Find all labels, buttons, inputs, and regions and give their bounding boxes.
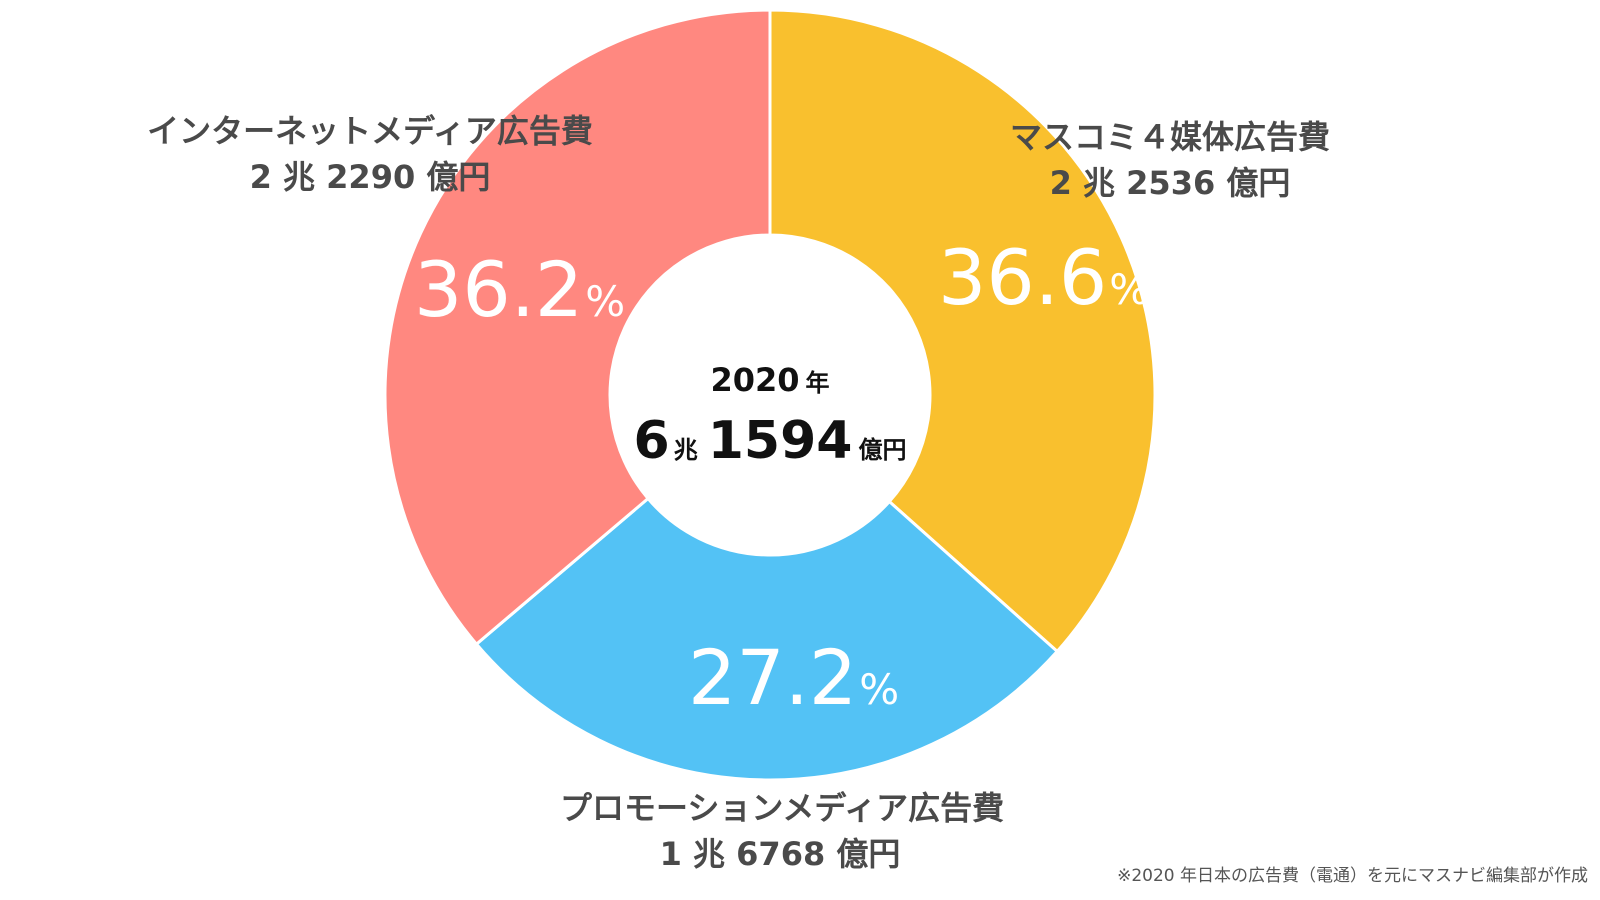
center-year-unit: 年 bbox=[805, 369, 830, 397]
donut-center-total: 2020 年 6 兆 1594 億円 bbox=[620, 360, 920, 482]
center-total-cho-value: 6 bbox=[633, 411, 670, 471]
category-amount: 1 兆 6768 億円 bbox=[659, 835, 901, 873]
center-year-value: 2020 bbox=[710, 361, 800, 399]
percent-value: 36.6 bbox=[938, 233, 1108, 322]
center-total-oku-unit: 億円 bbox=[858, 436, 907, 464]
center-total: 6 兆 1594 億円 bbox=[620, 409, 920, 482]
category-amount: 2 兆 2536 億円 bbox=[1049, 164, 1291, 202]
percent-label-internet-media: 36.2% bbox=[414, 252, 625, 328]
percent-label-promotion-media: 27.2% bbox=[688, 640, 899, 716]
slice-promotion-media bbox=[474, 496, 1060, 782]
category-label-mass-media: マスコミ４媒体広告費 2 兆 2536 億円 bbox=[990, 114, 1350, 206]
slice-mass-media bbox=[768, 8, 1157, 654]
slice-internet-media bbox=[383, 8, 772, 647]
category-name: インターネットメディア広告費 bbox=[147, 112, 593, 150]
percent-unit: % bbox=[585, 277, 626, 326]
center-total-cho-unit: 兆 bbox=[673, 436, 698, 464]
center-year: 2020 年 bbox=[620, 360, 920, 403]
percent-value: 36.2 bbox=[414, 245, 584, 334]
percent-value: 27.2 bbox=[688, 633, 858, 722]
category-label-promotion-media: プロモーションメディア広告費 1 兆 6768 億円 bbox=[560, 785, 1005, 877]
percent-unit: % bbox=[1109, 265, 1150, 314]
category-name: プロモーションメディア広告費 bbox=[560, 789, 1005, 827]
percent-label-mass-media: 36.6% bbox=[938, 240, 1149, 316]
center-total-oku-value: 1594 bbox=[707, 411, 853, 471]
source-footnote: ※2020 年日本の広告費（電通）を元にマスナビ編集部が作成 bbox=[1117, 866, 1588, 886]
percent-unit: % bbox=[859, 665, 900, 714]
category-name: マスコミ４媒体広告費 bbox=[1009, 118, 1330, 156]
category-label-internet-media: インターネットメディア広告費 2 兆 2290 億円 bbox=[140, 108, 600, 200]
category-amount: 2 兆 2290 億円 bbox=[249, 158, 491, 196]
